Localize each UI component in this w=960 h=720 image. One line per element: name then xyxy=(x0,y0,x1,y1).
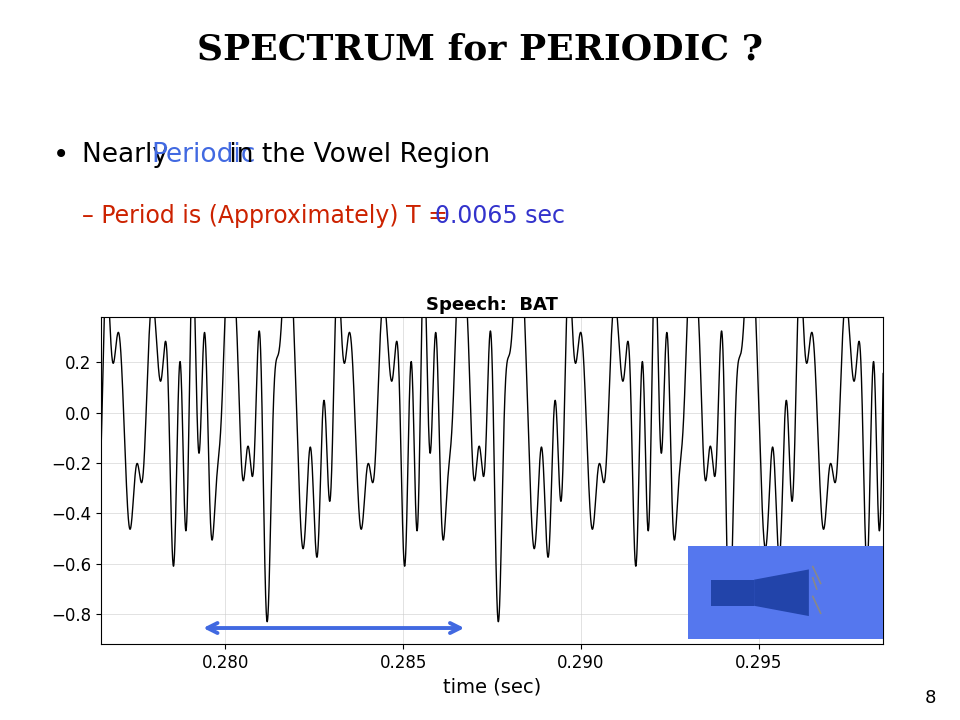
Text: 8: 8 xyxy=(924,689,936,707)
Text: •: • xyxy=(53,141,69,168)
Text: 0.0065 sec: 0.0065 sec xyxy=(435,204,564,228)
Text: Nearly: Nearly xyxy=(82,142,176,168)
Text: – Period is (Approximately) T =: – Period is (Approximately) T = xyxy=(82,204,455,228)
Title: Speech:  BAT: Speech: BAT xyxy=(426,296,558,314)
Text: in the Vowel Region: in the Vowel Region xyxy=(221,142,490,168)
X-axis label: time (sec): time (sec) xyxy=(443,678,541,697)
Text: SPECTRUM for PERIODIC ?: SPECTRUM for PERIODIC ? xyxy=(197,32,763,66)
Polygon shape xyxy=(755,570,809,616)
FancyBboxPatch shape xyxy=(711,580,755,606)
FancyBboxPatch shape xyxy=(687,546,883,639)
Text: Periodic: Periodic xyxy=(152,142,256,168)
